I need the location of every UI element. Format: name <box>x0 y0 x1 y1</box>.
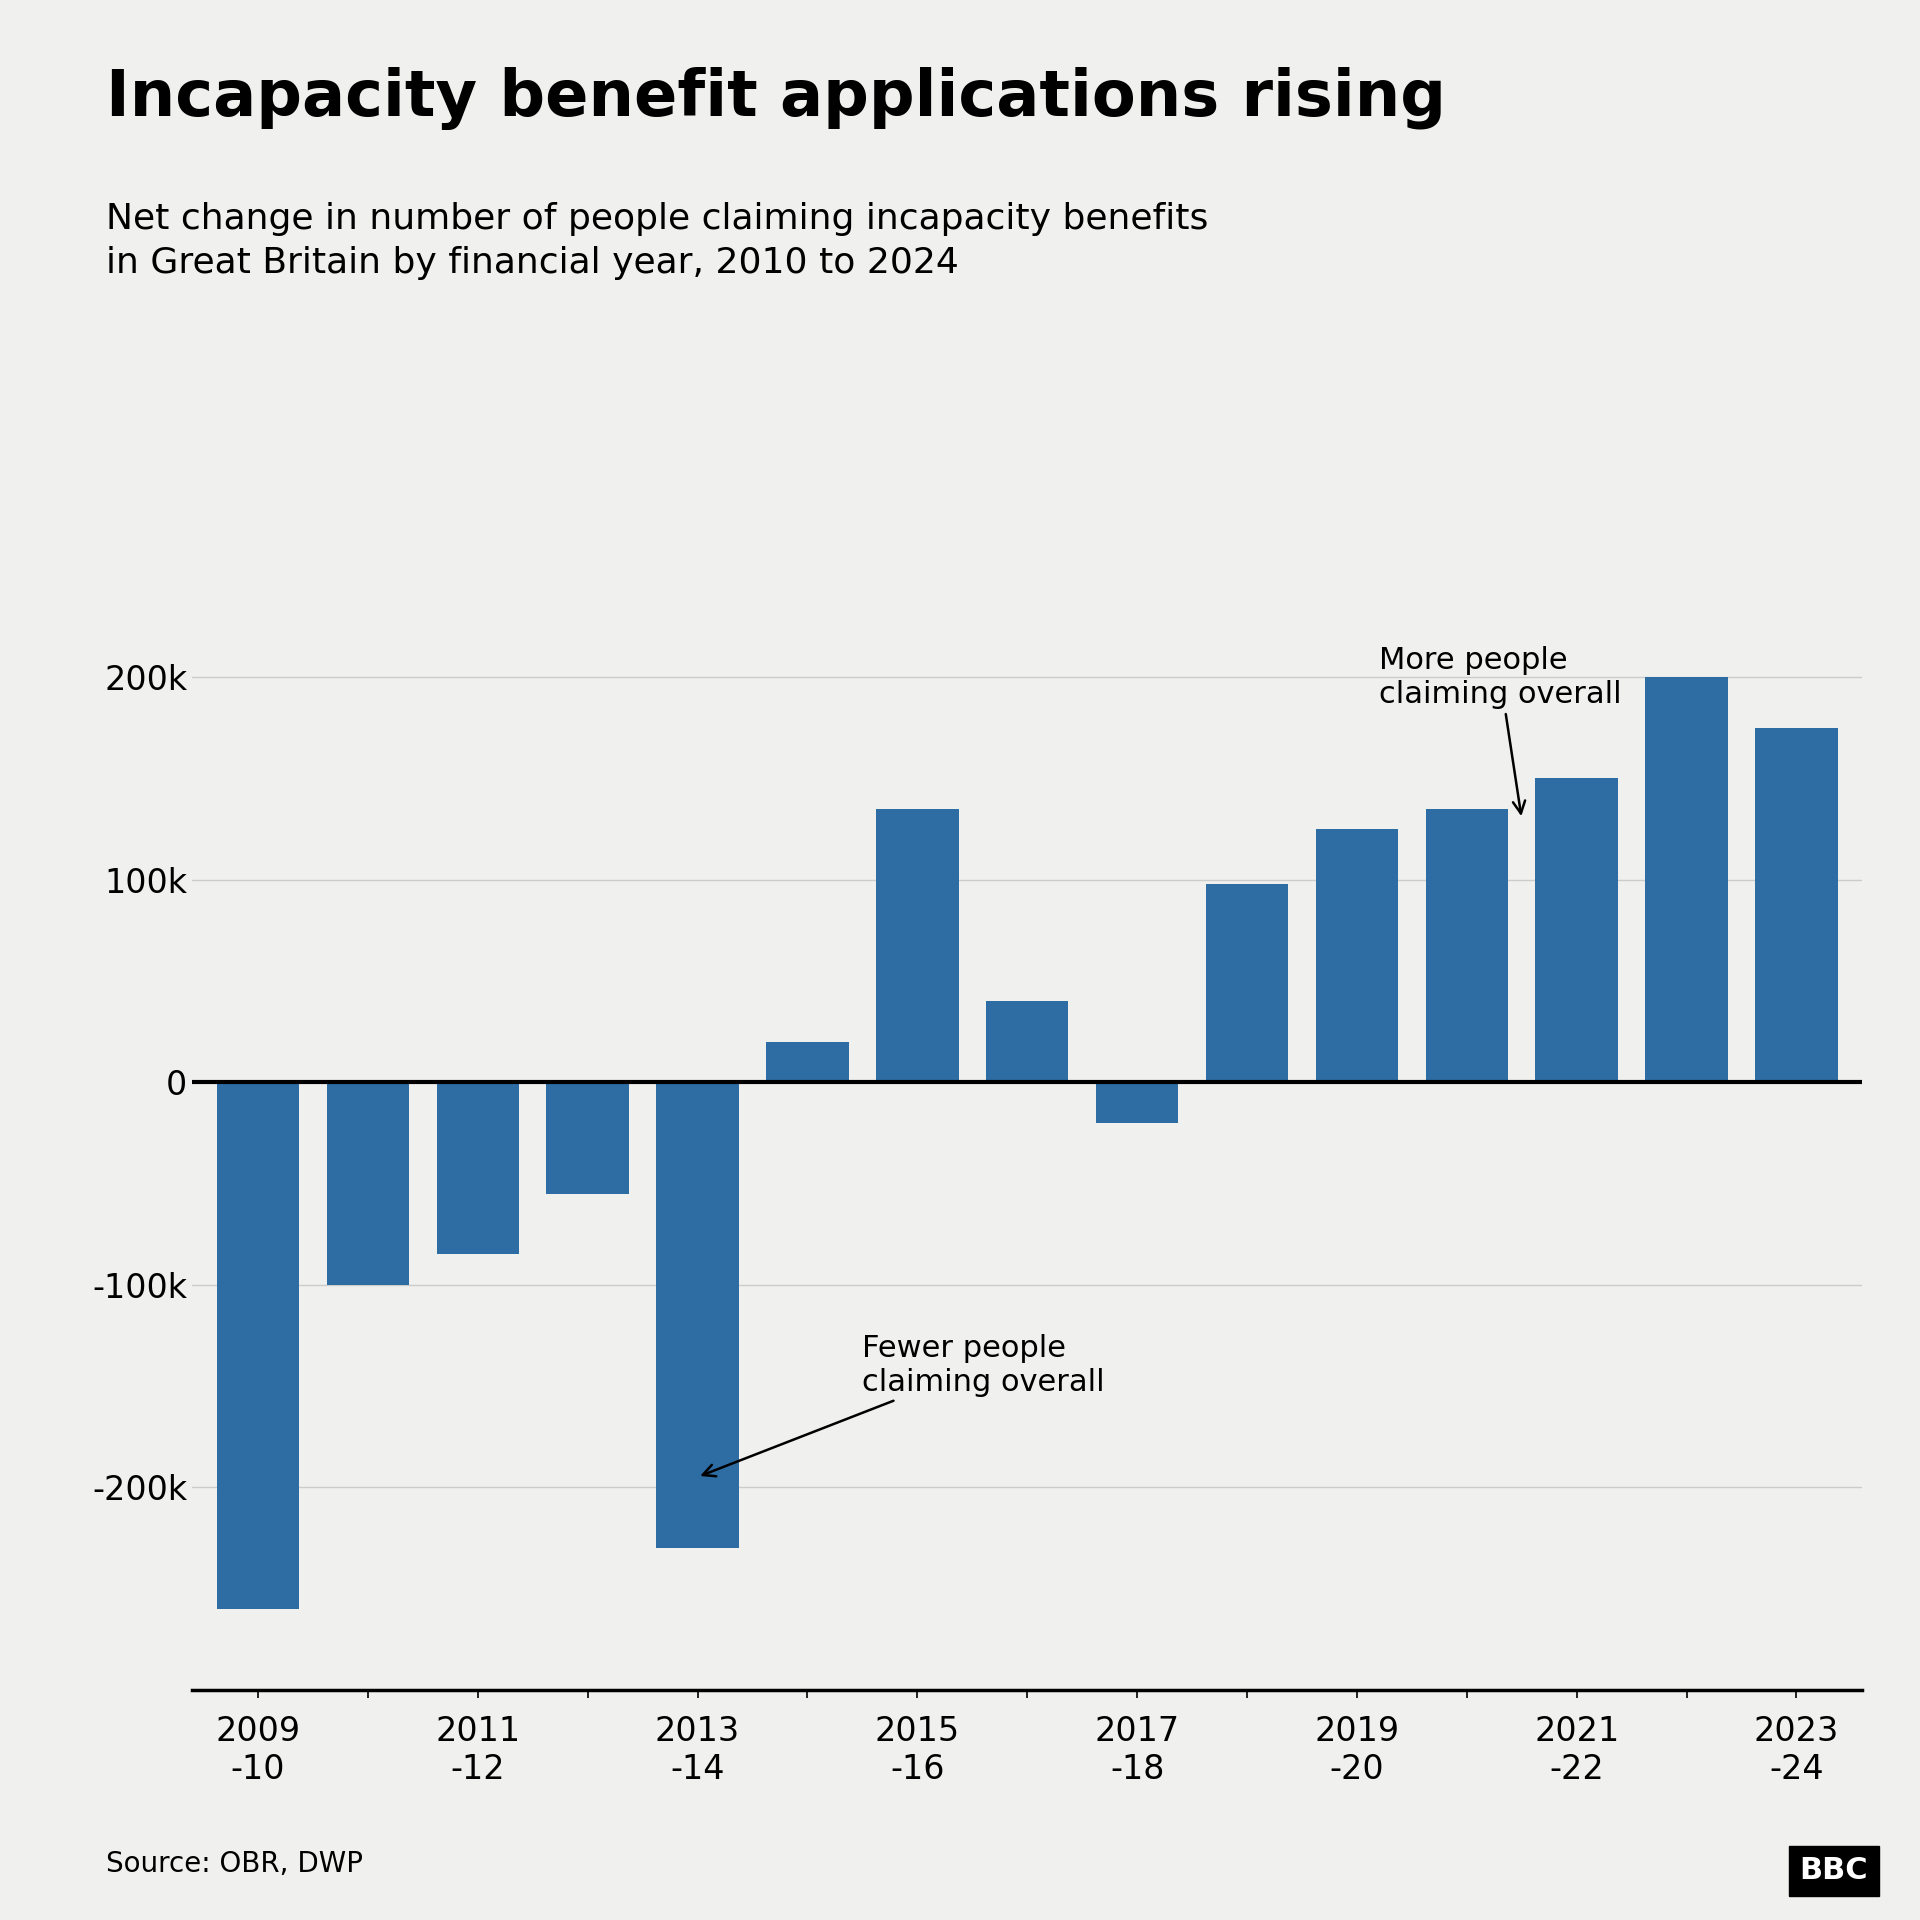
Bar <box>657 1083 739 1548</box>
Text: BBC: BBC <box>1799 1857 1868 1885</box>
Bar <box>1536 778 1619 1083</box>
Text: More people
claiming overall: More people claiming overall <box>1379 645 1622 814</box>
Bar <box>1206 883 1288 1083</box>
Text: Net change in number of people claiming incapacity benefits
in Great Britain by : Net change in number of people claiming … <box>106 202 1208 280</box>
Bar <box>217 1083 300 1609</box>
Bar <box>326 1083 409 1284</box>
Text: Source: OBR, DWP: Source: OBR, DWP <box>106 1849 363 1878</box>
Bar <box>436 1083 518 1254</box>
Text: Fewer people
claiming overall: Fewer people claiming overall <box>703 1334 1106 1476</box>
Bar <box>1645 678 1728 1083</box>
Bar <box>1096 1083 1179 1123</box>
Bar <box>766 1043 849 1083</box>
Bar <box>1755 728 1837 1083</box>
Text: Incapacity benefit applications rising: Incapacity benefit applications rising <box>106 67 1446 131</box>
Bar <box>876 808 958 1083</box>
Bar <box>547 1083 630 1194</box>
Bar <box>1315 829 1398 1083</box>
Bar <box>987 1000 1068 1083</box>
Bar <box>1425 808 1507 1083</box>
